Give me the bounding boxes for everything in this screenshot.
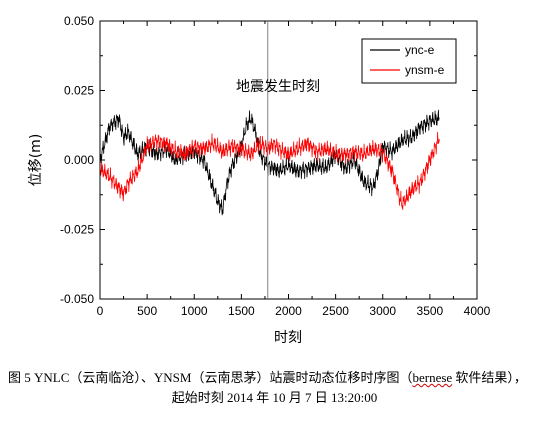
figure-caption: 图 5 YNLC（云南临沧）、YNSM（云南思茅）站震时动态位移时序图（bern…	[0, 368, 549, 408]
x-tick-label: 3500	[417, 304, 444, 318]
y-tick-label: 0.025	[64, 84, 94, 98]
caption-line-1-prefix: 图 5 YNLC（云南临沧）、YNSM（云南思茅）站震时动态位移时序图（	[8, 370, 413, 385]
x-tick-label: 3000	[369, 304, 396, 318]
y-tick-label: 0.050	[64, 14, 94, 28]
x-tick-label: 2000	[275, 304, 302, 318]
legend-box	[361, 38, 457, 84]
legend: ync-e ynsm-e	[361, 38, 457, 84]
y-tick-label: -0.050	[60, 292, 94, 306]
x-tick-label: 2500	[322, 304, 349, 318]
caption-line-1: 图 5 YNLC（云南临沧）、YNSM（云南思茅）站震时动态位移时序图（bern…	[0, 368, 549, 388]
x-tick-label: 1500	[228, 304, 255, 318]
series-line-ync-e	[99, 109, 440, 216]
ticks-layer: 0 500 1000 1500 2000 2500 3000 3500 4000 0.050 0.0…	[60, 14, 491, 318]
x-tick-label: 1000	[181, 304, 208, 318]
caption-line-1-suffix: 软件结果），	[452, 370, 527, 385]
caption-software-name: bernese	[412, 370, 453, 385]
y-axis-label: 位移(m)	[28, 134, 44, 187]
y-tick-label: 0.000	[64, 153, 94, 167]
earthquake-annotation: 地震发生时刻	[236, 79, 320, 95]
x-tick-label: 0	[97, 304, 104, 318]
legend-label-ync-e: ync-e	[405, 43, 435, 57]
x-axis-label: 时刻	[274, 330, 302, 346]
legend-label-ynsm-e: ynsm-e	[405, 63, 445, 77]
y-tick-label: -0.025	[60, 223, 94, 237]
x-tick-label: 4000	[464, 304, 491, 318]
x-tick-label: 500	[137, 304, 157, 318]
displacement-chart: 地震发生时刻 0 500 1000 1500 2000 2500 3000 3500 40000…	[28, 14, 491, 346]
series-line-ynsm-e	[99, 131, 440, 210]
series-layer	[99, 109, 440, 216]
caption-line-2: 起始时刻 2014 年 10 月 7 日 13:20:00	[171, 390, 378, 405]
